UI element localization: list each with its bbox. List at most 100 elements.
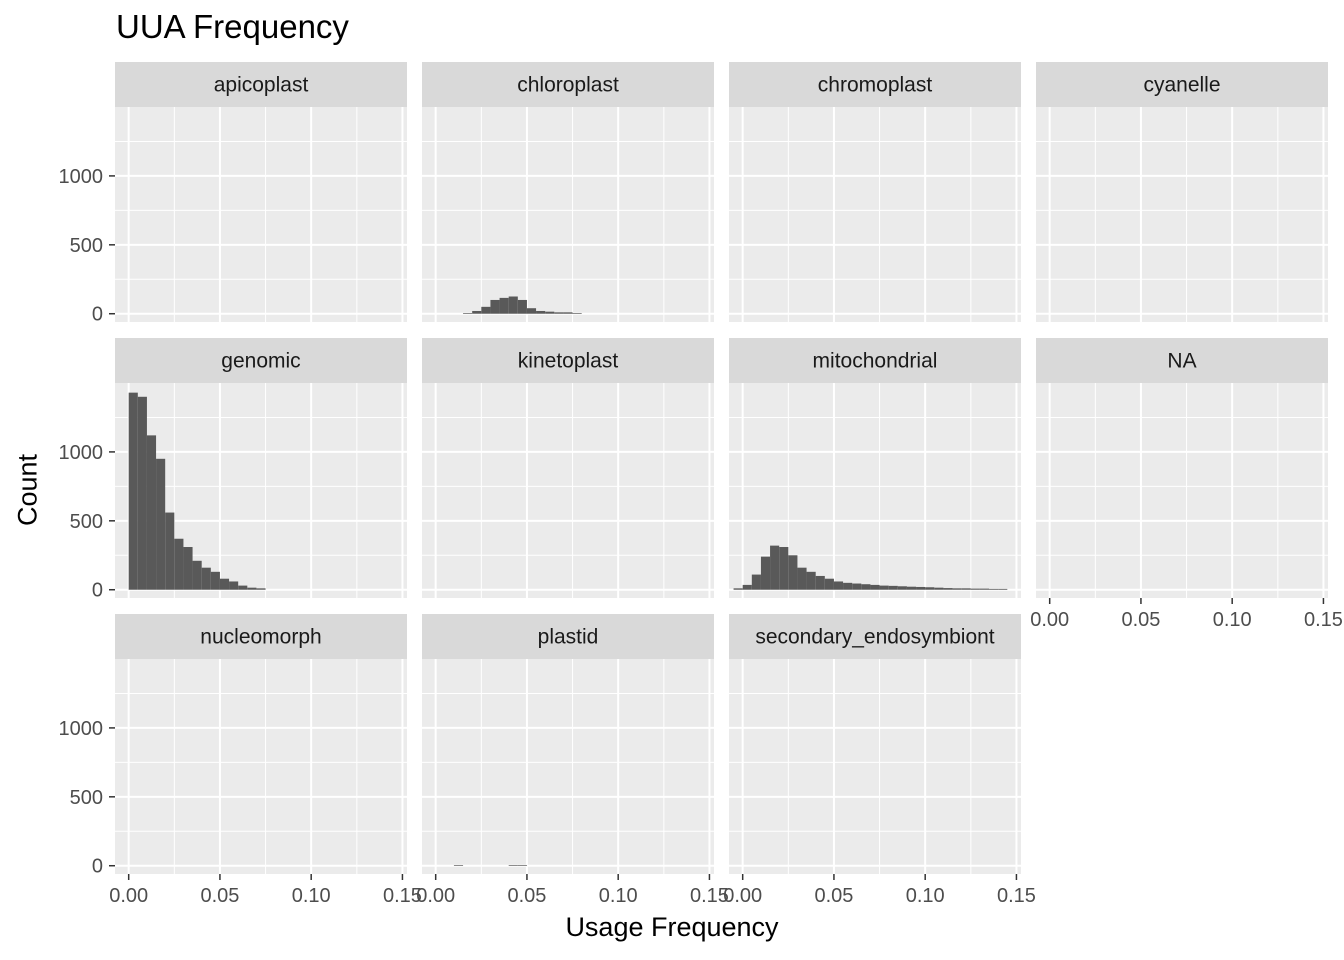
panel-background (422, 659, 714, 874)
histogram-bar (536, 310, 546, 314)
y-tick-label: 1000 (59, 718, 104, 740)
histogram-bar (751, 574, 761, 590)
facet-strip-label: plastid (538, 626, 599, 649)
histogram-bar (256, 588, 266, 590)
facet-strip (115, 614, 407, 659)
facet-strip-label: mitochondrial (813, 350, 938, 373)
y-tick-label: 500 (70, 787, 103, 809)
y-axis-label: Count (12, 453, 43, 527)
y-tick-label: 0 (92, 580, 103, 602)
histogram-bar (499, 297, 509, 314)
histogram-bar (833, 581, 844, 590)
histogram-bar (545, 311, 555, 314)
panel-background (115, 107, 407, 322)
histogram-bar (815, 575, 825, 590)
histogram-bar (979, 588, 990, 590)
panel-background (115, 659, 407, 874)
histogram-bar (247, 587, 257, 590)
x-axis-label: Usage Frequency (565, 912, 779, 942)
histogram-bar (572, 313, 582, 314)
x-tick-label: 0.00 (723, 885, 762, 907)
histogram-bar (779, 547, 789, 590)
x-tick-label: 0.00 (416, 885, 455, 907)
histogram-bar (770, 545, 780, 590)
facet-strip-label: cyanelle (1143, 74, 1220, 97)
x-tick-label: 0.05 (1121, 609, 1160, 631)
facet-strip (1036, 62, 1328, 107)
histogram-bar (806, 571, 816, 590)
histogram-bar (733, 588, 743, 590)
facet-strip (729, 62, 1021, 107)
panel-background (1036, 383, 1328, 598)
x-tick-label: 0.10 (599, 885, 638, 907)
panel-background (729, 659, 1021, 874)
x-tick-label: 0.15 (1304, 609, 1343, 631)
panel-background (422, 107, 714, 322)
facet-strip (729, 338, 1021, 383)
histogram-bar (897, 586, 907, 590)
panel-background (1036, 107, 1328, 322)
facet-strip-label: NA (1167, 350, 1196, 373)
x-tick-label: 0.00 (1030, 609, 1069, 631)
histogram-bar (463, 313, 473, 314)
histogram-bar (998, 588, 1008, 590)
histogram-bar (526, 308, 537, 314)
histogram-bar (870, 584, 880, 590)
histogram-bar (517, 299, 527, 314)
y-tick-label: 500 (70, 511, 103, 533)
histogram-bar (183, 547, 193, 590)
histogram-bar (797, 567, 807, 590)
x-tick-label: 0.05 (200, 885, 239, 907)
x-tick-label: 0.05 (814, 885, 853, 907)
histogram-bar (925, 587, 935, 590)
panel-background (729, 107, 1021, 322)
histogram-bar (219, 578, 230, 590)
histogram-bar (472, 310, 482, 314)
y-tick-label: 1000 (59, 442, 104, 464)
facet-strip (115, 338, 407, 383)
x-tick-label: 0.10 (292, 885, 331, 907)
histogram-bar (843, 582, 853, 590)
histogram-bar (742, 584, 752, 590)
panel-background (422, 383, 714, 598)
histogram-bar (201, 567, 211, 590)
histogram-bar (481, 306, 491, 314)
histogram-bar (906, 586, 917, 590)
histogram-bar (174, 538, 184, 590)
facet-strip-label: nucleomorph (200, 626, 321, 649)
histogram-bar (165, 512, 175, 590)
histogram-bar (554, 312, 564, 314)
histogram-bar (508, 865, 518, 866)
x-tick-label: 0.05 (507, 885, 546, 907)
histogram-bar (490, 299, 500, 314)
x-tick-label: 0.15 (997, 885, 1036, 907)
x-tick-label: 0.10 (1213, 609, 1252, 631)
histogram-bar (970, 588, 980, 590)
y-tick-label: 1000 (59, 166, 104, 188)
histogram-bar (156, 458, 166, 590)
facet-strip-label: chromoplast (818, 74, 933, 97)
histogram-bar (934, 587, 944, 590)
histogram-bar (238, 585, 248, 590)
histogram-bar (952, 588, 962, 590)
histogram-bar (229, 581, 239, 590)
histogram-bar (760, 556, 771, 590)
facet-strip (729, 614, 1021, 659)
histogram-bar (943, 588, 953, 590)
x-tick-label: 0.10 (906, 885, 945, 907)
histogram-bar (146, 435, 157, 590)
histogram-bar (192, 560, 202, 590)
facet-strip-label: genomic (221, 350, 300, 373)
facet-strip-label: chloroplast (517, 74, 619, 97)
facet-strip (422, 614, 714, 659)
facet-strip (422, 338, 714, 383)
histogram-bar (517, 865, 527, 866)
histogram-bar (508, 296, 518, 314)
histogram-bar (137, 396, 147, 590)
y-tick-label: 0 (92, 304, 103, 326)
facet-strip (115, 62, 407, 107)
y-tick-label: 500 (70, 235, 103, 257)
chart-title: UUA Frequency (116, 8, 349, 45)
histogram-bar (852, 583, 862, 590)
